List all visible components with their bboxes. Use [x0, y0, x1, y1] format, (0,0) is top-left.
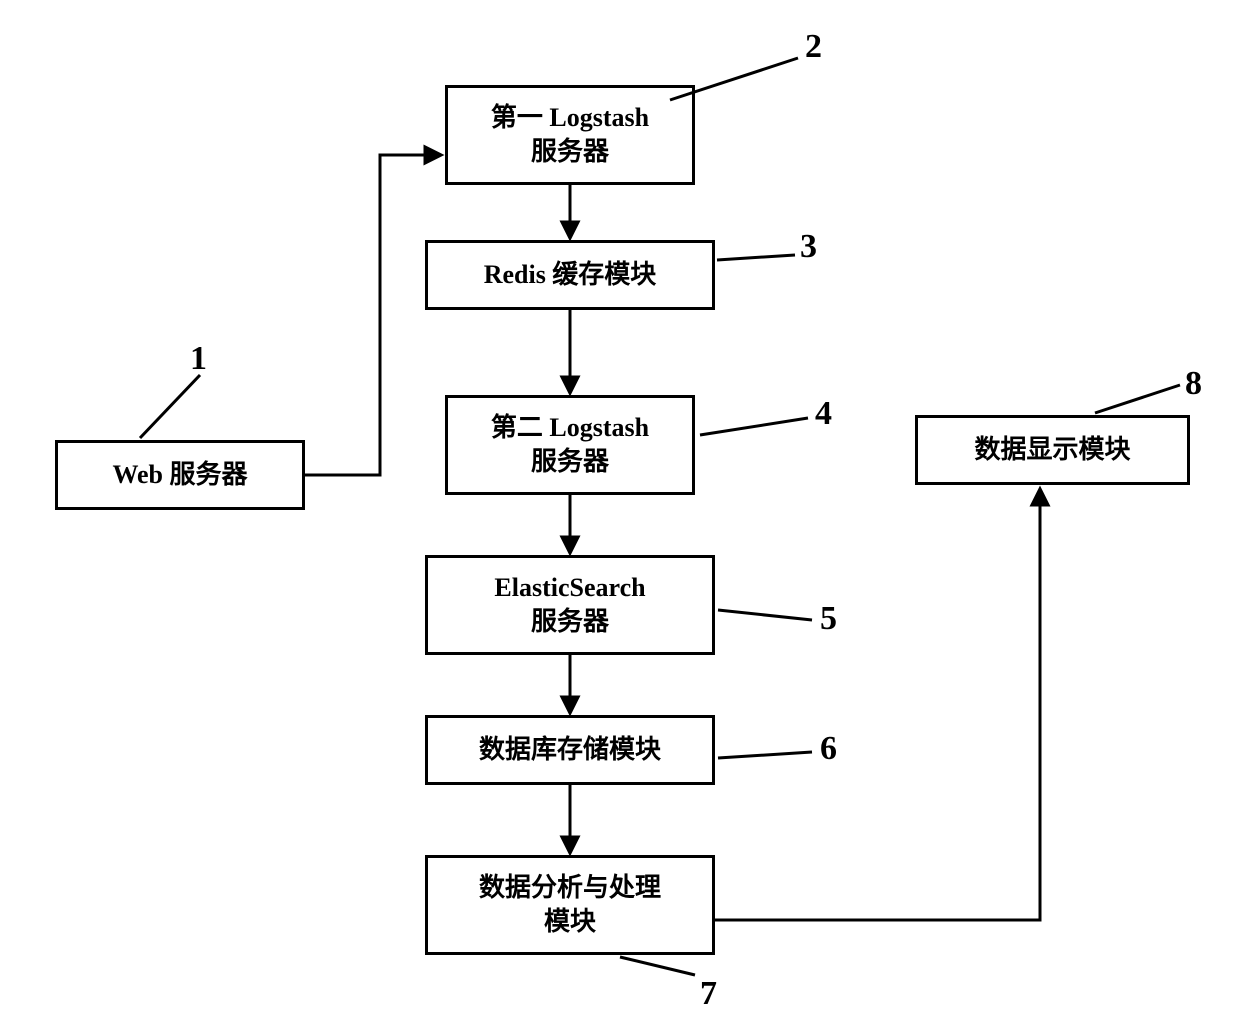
- node-label: 数据显示模块: [974, 433, 1130, 467]
- node-db-storage: 数据库存储模块: [425, 715, 715, 785]
- node-label: 第一 Logstash服务器: [491, 101, 649, 169]
- node-label: ElasticSearch服务器: [494, 571, 645, 639]
- node-second-logstash: 第二 Logstash服务器: [445, 395, 695, 495]
- diagram-canvas: Web 服务器 第一 Logstash服务器 Redis 缓存模块 第二 Log…: [0, 0, 1240, 1011]
- node-first-logstash: 第一 Logstash服务器: [445, 85, 695, 185]
- node-number-1: 1: [190, 340, 207, 378]
- node-label: 数据库存储模块: [479, 733, 661, 767]
- node-number-3: 3: [800, 228, 817, 266]
- node-number-2: 2: [805, 28, 822, 66]
- node-redis-cache: Redis 缓存模块: [425, 240, 715, 310]
- node-data-analysis: 数据分析与处理模块: [425, 855, 715, 955]
- node-label: 第二 Logstash服务器: [491, 411, 649, 479]
- node-label: Redis 缓存模块: [484, 258, 657, 292]
- node-number-5: 5: [820, 600, 837, 638]
- node-number-7: 7: [700, 975, 717, 1013]
- node-number-4: 4: [815, 395, 832, 433]
- node-label: 数据分析与处理模块: [479, 871, 661, 939]
- node-data-display: 数据显示模块: [915, 415, 1190, 485]
- node-elasticsearch: ElasticSearch服务器: [425, 555, 715, 655]
- node-number-6: 6: [820, 730, 837, 768]
- node-number-8: 8: [1185, 365, 1202, 403]
- node-web-server: Web 服务器: [55, 440, 305, 510]
- node-label: Web 服务器: [112, 458, 247, 492]
